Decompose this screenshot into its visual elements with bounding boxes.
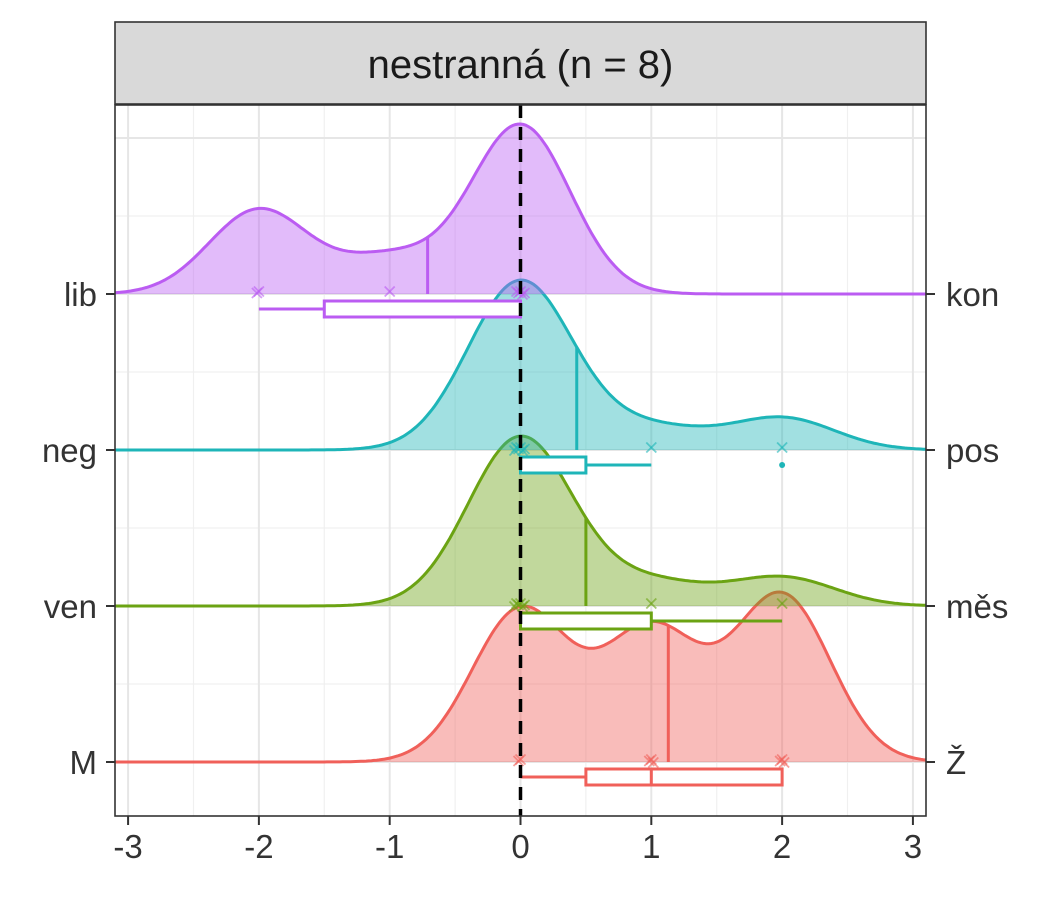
box-iqr <box>519 611 653 631</box>
observation-marker <box>776 441 788 454</box>
observation-marker <box>778 756 790 769</box>
x-tick-label: 2 <box>773 828 791 865</box>
observation-marker <box>508 444 521 457</box>
density-curve <box>114 122 926 296</box>
y-label-right: Ž <box>946 744 966 781</box>
box-iqr <box>519 455 588 475</box>
observation-marker <box>508 600 521 613</box>
x-tick-label: -3 <box>113 828 142 865</box>
facet-title: nestranná (n = 8) <box>368 43 674 87</box>
observation-marker <box>645 441 657 454</box>
x-tick-label: -2 <box>244 828 273 865</box>
x-tick-label: 3 <box>904 828 922 865</box>
observation-marker <box>512 755 525 767</box>
y-label-left: ven <box>44 588 97 625</box>
box-iqr <box>584 767 784 787</box>
observation-marker <box>384 285 396 298</box>
x-tick-label: 1 <box>642 828 660 865</box>
box-iqr <box>322 299 522 319</box>
box-outlier <box>779 462 786 468</box>
density-fill <box>115 124 926 294</box>
y-label-left: M <box>70 744 98 781</box>
density-fill <box>115 280 926 450</box>
observation-marker <box>251 287 263 299</box>
x-tick-label: -1 <box>375 828 404 865</box>
y-label-left: neg <box>42 432 97 469</box>
series-lib-kon <box>114 122 926 319</box>
observation-marker <box>645 597 657 610</box>
density-fill <box>115 436 926 606</box>
observation-marker <box>776 597 788 610</box>
y-label-left: lib <box>64 276 97 313</box>
facet-strip <box>114 21 927 105</box>
density-curve <box>115 278 927 452</box>
y-label-right: kon <box>946 276 999 313</box>
y-label-right: měs <box>946 588 1008 625</box>
y-label-right: pos <box>946 432 999 469</box>
x-tick-label: 0 <box>511 828 529 865</box>
observation-marker <box>647 756 659 769</box>
